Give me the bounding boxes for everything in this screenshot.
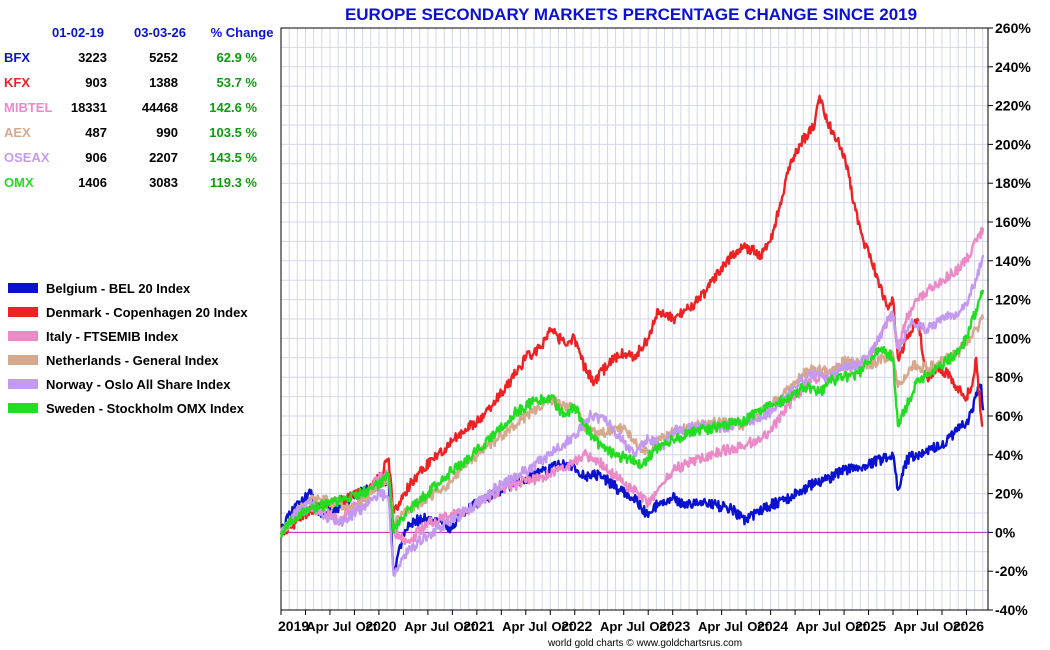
x-tick-label: 2026 [953, 618, 984, 634]
table-change: 119.3 % [210, 175, 257, 190]
series-line-5 [279, 289, 985, 538]
table-start: 3223 [78, 50, 107, 65]
x-tick-label: Apr [796, 619, 818, 634]
table-change: 53.7 % [217, 75, 258, 90]
table-header: 03-03-26 [134, 25, 186, 40]
x-tick-label: 2020 [365, 618, 396, 634]
y-tick-label: 240% [995, 59, 1031, 75]
y-tick-label: -20% [995, 563, 1028, 579]
table-change: 142.6 % [209, 100, 257, 115]
table-end: 1388 [149, 75, 178, 90]
y-tick-label: 20% [995, 486, 1024, 502]
chart-title: EUROPE SECONDARY MARKETS PERCENTAGE CHAN… [345, 5, 917, 24]
x-tick-label: Apr [502, 619, 524, 634]
x-tick-label: Oct [356, 619, 378, 634]
table-code: BFX [4, 50, 30, 65]
table-change: 62.9 % [217, 50, 258, 65]
y-tick-label: 220% [995, 98, 1031, 114]
y-tick-label: 80% [995, 369, 1024, 385]
legend-swatch [8, 379, 38, 389]
x-tick-label: 2021 [463, 618, 494, 634]
x-tick-label: Jul [528, 619, 547, 634]
table-start: 906 [85, 150, 107, 165]
table-code: OMX [4, 175, 34, 190]
legend-label: Belgium - BEL 20 Index [46, 281, 191, 296]
table-end: 44468 [142, 100, 178, 115]
table-code: OSEAX [4, 150, 50, 165]
legend-label: Netherlands - General Index [46, 353, 219, 368]
x-tick-label: 2022 [561, 618, 592, 634]
table-header: 01-02-19 [52, 25, 104, 40]
x-tick-label: 2019 [278, 618, 309, 634]
y-axis-right: -40% -20% 0% 20% 40% 60% 80% 100% 120% 140% 160% 18… [988, 20, 1031, 618]
table-change: 103.5 % [209, 125, 257, 140]
legend-label: Norway - Oslo All Share Index [46, 377, 231, 392]
legend-swatch [8, 283, 38, 293]
y-tick-label: 0% [995, 524, 1016, 540]
x-tick-label: Apr [600, 619, 622, 634]
x-tick-label: Oct [747, 619, 769, 634]
y-tick-label: 40% [995, 447, 1024, 463]
legend-label: Italy - FTSEMIB Index [46, 329, 179, 344]
table-code: MIBTEL [4, 100, 52, 115]
table-end: 2207 [149, 150, 178, 165]
plot-frame [280, 27, 989, 611]
y-tick-label: -40% [995, 602, 1028, 618]
stats-table: 01-02-19 03-03-26 % Change BFX 3223 5252 62.9 … [4, 25, 273, 190]
table-code: AEX [4, 125, 31, 140]
legend-label: Sweden - Stockholm OMX Index [46, 401, 245, 416]
x-tick-label: Apr [894, 619, 916, 634]
series-lines [279, 94, 985, 577]
y-tick-label: 200% [995, 136, 1031, 152]
table-start: 18331 [71, 100, 107, 115]
x-tick-label: Jul [822, 619, 841, 634]
table-start: 487 [85, 125, 107, 140]
x-tick-label: 2023 [659, 618, 690, 634]
table-end: 990 [156, 125, 178, 140]
table-end: 5252 [149, 50, 178, 65]
y-tick-label: 60% [995, 408, 1024, 424]
table-header: % Change [211, 25, 274, 40]
y-tick-label: 140% [995, 253, 1031, 269]
table-start: 1406 [78, 175, 107, 190]
table-code: KFX [4, 75, 30, 90]
x-tick-label: Jul [430, 619, 449, 634]
series-line-3 [279, 314, 985, 534]
x-tick-label: Jul [626, 619, 645, 634]
x-tick-label: Jul [920, 619, 939, 634]
series-line-1 [280, 94, 984, 536]
x-tick-label: Oct [454, 619, 476, 634]
legend-swatch [8, 355, 38, 365]
x-tick-label: Oct [649, 619, 671, 634]
y-tick-label: 100% [995, 330, 1031, 346]
y-tick-label: 120% [995, 292, 1031, 308]
legend-label: Denmark - Copenhagen 20 Index [46, 305, 248, 320]
x-tick-label: Oct [845, 619, 867, 634]
legend-swatch [8, 403, 38, 413]
x-tick-label: Apr [306, 619, 328, 634]
x-tick-label: Apr [404, 619, 426, 634]
x-tick-label: Jul [333, 619, 352, 634]
legend-swatch [8, 307, 38, 317]
table-start: 903 [85, 75, 107, 90]
x-tick-label: Oct [551, 619, 573, 634]
legend-swatch [8, 331, 38, 341]
legend: Belgium - BEL 20 Index Denmark - Copenhag… [8, 281, 248, 416]
x-tick-label: Jul [724, 619, 743, 634]
grid [280, 27, 988, 611]
x-tick-label: Apr [698, 619, 720, 634]
x-tick-label: 2024 [757, 618, 788, 634]
y-tick-label: 260% [995, 20, 1031, 36]
x-tick-label: 2025 [855, 618, 886, 634]
series-line-0 [280, 383, 985, 573]
table-change: 143.5 % [209, 150, 257, 165]
x-tick-label: Oct [943, 619, 965, 634]
y-tick-label: 160% [995, 214, 1031, 230]
table-end: 3083 [149, 175, 178, 190]
y-tick-label: 180% [995, 175, 1031, 191]
chart-credit: world gold charts © www.goldchartsrus.co… [547, 638, 742, 649]
